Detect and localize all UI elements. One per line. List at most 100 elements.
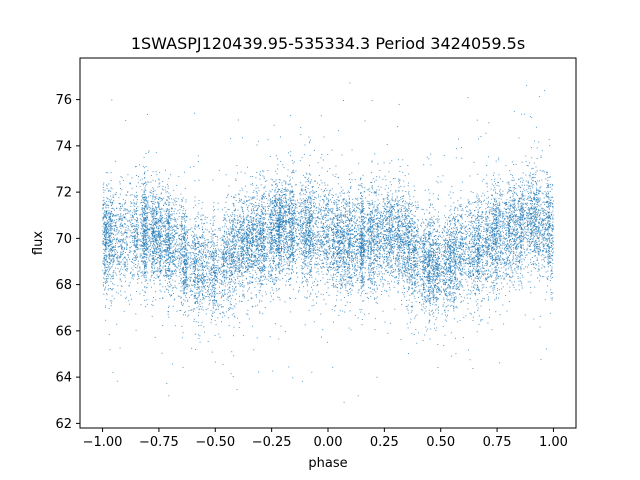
data-point bbox=[187, 299, 188, 301]
data-point bbox=[311, 187, 313, 188]
data-point bbox=[261, 253, 263, 255]
data-point bbox=[372, 275, 374, 277]
data-point bbox=[202, 231, 204, 233]
data-point bbox=[380, 247, 382, 249]
data-point bbox=[219, 304, 221, 306]
data-point bbox=[323, 250, 325, 252]
data-point bbox=[423, 281, 425, 283]
data-point bbox=[429, 282, 431, 284]
data-point bbox=[454, 281, 456, 283]
data-point bbox=[320, 226, 322, 228]
data-point bbox=[552, 276, 553, 278]
data-point bbox=[390, 204, 392, 206]
data-point bbox=[193, 320, 195, 322]
data-point bbox=[414, 263, 416, 265]
data-point bbox=[112, 371, 114, 373]
data-point bbox=[253, 223, 255, 225]
data-point bbox=[273, 245, 275, 247]
data-point bbox=[320, 115, 322, 117]
data-point bbox=[475, 270, 477, 272]
data-point bbox=[194, 200, 196, 202]
data-point bbox=[214, 265, 216, 267]
data-point bbox=[551, 270, 553, 272]
data-point bbox=[212, 313, 214, 314]
data-point bbox=[108, 273, 110, 275]
data-point bbox=[383, 199, 385, 201]
data-point bbox=[403, 251, 405, 253]
data-point bbox=[152, 198, 154, 200]
data-point bbox=[525, 266, 527, 268]
data-point bbox=[512, 247, 514, 248]
data-point bbox=[143, 299, 145, 301]
data-point bbox=[353, 241, 355, 242]
data-point bbox=[156, 239, 158, 241]
data-point bbox=[307, 202, 308, 204]
data-point bbox=[237, 255, 239, 257]
data-point bbox=[310, 269, 312, 271]
data-point bbox=[474, 271, 476, 273]
data-point bbox=[391, 207, 393, 209]
data-point bbox=[408, 286, 410, 288]
data-point bbox=[322, 241, 324, 243]
data-point bbox=[406, 202, 408, 204]
data-point bbox=[407, 269, 409, 271]
data-point bbox=[548, 186, 550, 188]
data-point bbox=[213, 266, 215, 268]
data-point bbox=[434, 209, 436, 211]
data-point bbox=[233, 326, 235, 328]
data-point bbox=[410, 279, 412, 281]
data-point bbox=[188, 310, 190, 312]
data-point bbox=[206, 265, 208, 267]
data-point bbox=[430, 266, 432, 268]
data-point bbox=[401, 292, 403, 294]
data-point bbox=[375, 179, 377, 181]
data-point bbox=[479, 207, 481, 208]
data-point bbox=[545, 202, 547, 204]
data-point bbox=[264, 278, 266, 280]
data-point bbox=[133, 259, 135, 261]
data-point bbox=[239, 251, 241, 253]
data-point bbox=[151, 274, 153, 276]
data-point bbox=[221, 251, 223, 253]
data-point bbox=[237, 265, 239, 267]
data-point bbox=[485, 252, 487, 254]
data-point bbox=[551, 248, 553, 250]
data-point bbox=[242, 220, 244, 222]
data-point bbox=[279, 199, 281, 201]
data-point bbox=[251, 220, 253, 222]
data-point bbox=[171, 239, 173, 241]
data-point bbox=[449, 239, 451, 241]
data-point bbox=[256, 192, 258, 194]
data-point bbox=[135, 258, 137, 260]
data-point bbox=[396, 203, 398, 205]
data-point bbox=[207, 251, 209, 253]
data-point bbox=[401, 237, 403, 239]
data-point bbox=[446, 320, 448, 322]
data-point bbox=[502, 237, 504, 239]
data-point bbox=[328, 194, 330, 196]
data-point bbox=[551, 249, 553, 250]
data-point bbox=[263, 247, 265, 248]
data-point bbox=[536, 226, 538, 228]
data-point bbox=[108, 250, 110, 252]
data-point bbox=[259, 199, 261, 201]
data-point bbox=[230, 272, 232, 274]
data-point bbox=[247, 236, 249, 238]
data-point bbox=[360, 231, 362, 233]
data-point bbox=[341, 266, 343, 268]
data-point bbox=[348, 198, 350, 199]
data-point bbox=[436, 258, 438, 260]
data-point bbox=[337, 200, 339, 202]
data-point bbox=[403, 226, 405, 227]
data-point bbox=[309, 248, 311, 249]
data-point bbox=[538, 221, 540, 223]
data-point bbox=[185, 239, 187, 241]
data-point bbox=[292, 237, 294, 239]
data-point bbox=[333, 224, 335, 226]
data-point bbox=[252, 255, 254, 257]
data-point bbox=[550, 227, 552, 229]
data-point bbox=[231, 220, 233, 222]
data-point bbox=[309, 295, 311, 297]
data-point bbox=[450, 224, 451, 226]
data-point bbox=[449, 255, 451, 256]
